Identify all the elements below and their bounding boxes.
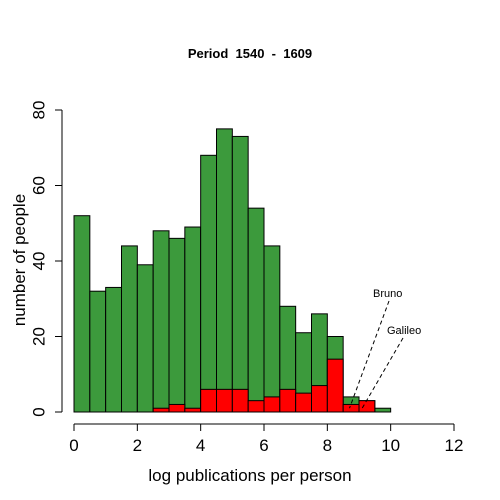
green-bar xyxy=(374,407,392,413)
green-bars xyxy=(73,128,392,413)
x-axis-label: log publications per person xyxy=(148,466,352,485)
annotation-label-bruno: Bruno xyxy=(373,288,402,300)
red-bars xyxy=(152,358,376,413)
axes: 0 2 4 6 8 10 12 0 20 40 60 80 xyxy=(29,101,463,455)
green-bar xyxy=(231,135,249,413)
red-bar xyxy=(184,407,202,413)
red-bar xyxy=(326,358,344,413)
red-bar xyxy=(168,403,186,413)
y-tick-label: 60 xyxy=(29,176,48,195)
y-tick-label: 40 xyxy=(29,252,48,271)
red-bar xyxy=(263,396,281,413)
x-tick-label: 6 xyxy=(259,436,268,455)
green-bar xyxy=(105,286,122,413)
red-bar xyxy=(152,407,170,413)
red-bar xyxy=(247,400,265,413)
annotation-leader-galileo xyxy=(361,337,404,409)
red-bar xyxy=(216,388,233,413)
green-bar xyxy=(73,215,91,413)
red-bar xyxy=(311,385,328,413)
red-bar xyxy=(231,388,249,413)
green-bar xyxy=(200,154,218,413)
green-bar xyxy=(89,290,107,413)
green-bar xyxy=(247,207,265,413)
x-tick-label: 12 xyxy=(445,436,464,455)
x-tick-label: 4 xyxy=(196,436,205,455)
green-bar xyxy=(184,226,202,413)
red-bar xyxy=(358,400,376,413)
y-axis-label: number of people xyxy=(10,193,29,327)
red-bar xyxy=(295,392,312,413)
green-bar xyxy=(263,245,281,413)
green-bar xyxy=(152,230,170,413)
x-tick-label: 8 xyxy=(323,436,332,455)
annotation-label-galileo: Galileo xyxy=(387,325,421,337)
x-tick-label: 10 xyxy=(381,436,400,455)
chart-title: Period 1540 - 1609 xyxy=(187,46,313,61)
green-bar xyxy=(168,237,186,413)
x-tick-label: 0 xyxy=(69,436,78,455)
red-bar xyxy=(200,388,218,413)
green-bar xyxy=(121,245,138,413)
y-tick-label: 80 xyxy=(29,101,48,120)
y-tick-label: 20 xyxy=(29,327,48,346)
red-bar xyxy=(279,388,297,413)
annotation-leader-bruno xyxy=(349,300,390,409)
red-bar xyxy=(342,403,360,413)
green-bar xyxy=(216,128,233,413)
y-tick-label: 0 xyxy=(29,407,48,416)
green-bar xyxy=(136,264,154,413)
annotations: Bruno Galileo xyxy=(349,288,421,409)
x-tick-label: 2 xyxy=(133,436,142,455)
